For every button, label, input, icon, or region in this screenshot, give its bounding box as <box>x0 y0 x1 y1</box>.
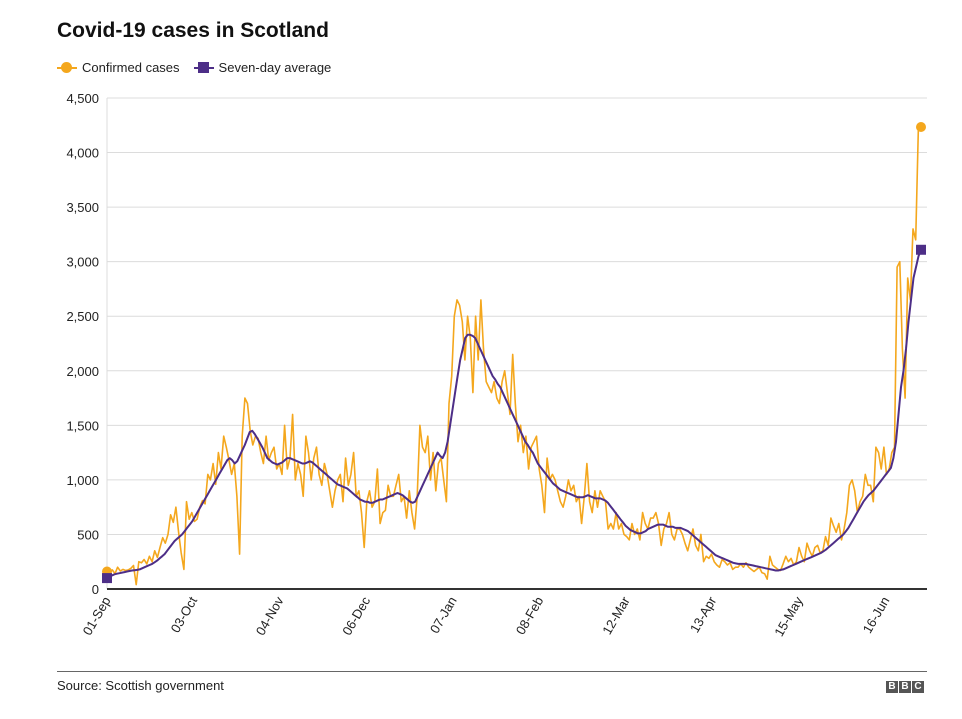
y-tick-label: 1,000 <box>66 473 99 488</box>
x-tick-label: 08-Feb <box>513 594 547 637</box>
y-tick-label: 1,500 <box>66 418 99 433</box>
y-tick-label: 500 <box>77 527 99 542</box>
end-point-marker <box>916 122 926 133</box>
x-tick-label: 15-May <box>771 594 806 639</box>
y-tick-label: 3,500 <box>66 200 99 215</box>
bbc-logo-letter: B <box>886 681 898 693</box>
y-tick-label: 4,500 <box>66 91 99 106</box>
footer-divider <box>57 671 927 672</box>
legend-item-seven-day-average: Seven-day average <box>193 60 332 75</box>
x-axis-ticks: 01-Sep 03-Oct 04-Nov 06-Dec 07-Jan 08-Feb 12-M… <box>80 593 893 639</box>
bbc-logo: B B C <box>885 681 924 693</box>
y-axis-ticks: 0 500 1,000 1,500 2,000 2,500 3,000 3,500 4,000 4… <box>66 91 99 597</box>
gridlines <box>106 97 927 589</box>
square-marker-icon <box>193 61 214 74</box>
y-tick-label: 4,000 <box>66 146 99 161</box>
bbc-logo-letter: C <box>912 681 924 693</box>
x-tick-label: 04-Nov <box>253 594 287 638</box>
bbc-logo-letter: B <box>899 681 911 693</box>
legend-label: Confirmed cases <box>82 60 180 75</box>
y-tick-label: 0 <box>92 582 99 597</box>
start-point-marker <box>102 573 112 584</box>
circle-marker-icon <box>57 61 77 74</box>
series-markers <box>102 122 926 584</box>
legend-item-confirmed-cases: Confirmed cases <box>57 60 180 75</box>
series-lines <box>106 126 927 590</box>
chart-legend: Confirmed cases Seven-day average <box>57 60 345 75</box>
legend-label: Seven-day average <box>218 60 332 75</box>
x-tick-label: 16-Jun <box>860 594 893 636</box>
x-tick-label: 13-Apr <box>687 593 720 635</box>
source-note: Source: Scottish government <box>57 678 224 693</box>
seven-day-average-line <box>106 249 922 579</box>
x-tick-label: 06-Dec <box>339 594 373 638</box>
confirmed-cases-line <box>106 126 922 586</box>
chart-title: Covid-19 cases in Scotland <box>57 19 329 42</box>
x-tick-label: 01-Sep <box>80 594 114 638</box>
x-tick-label: 12-Mar <box>599 593 633 637</box>
y-tick-label: 3,000 <box>66 255 99 270</box>
end-point-marker <box>916 244 926 255</box>
x-tick-label: 03-Oct <box>168 594 201 636</box>
y-tick-label: 2,500 <box>66 309 99 324</box>
y-tick-label: 2,000 <box>66 364 99 379</box>
x-tick-label: 07-Jan <box>427 594 460 636</box>
